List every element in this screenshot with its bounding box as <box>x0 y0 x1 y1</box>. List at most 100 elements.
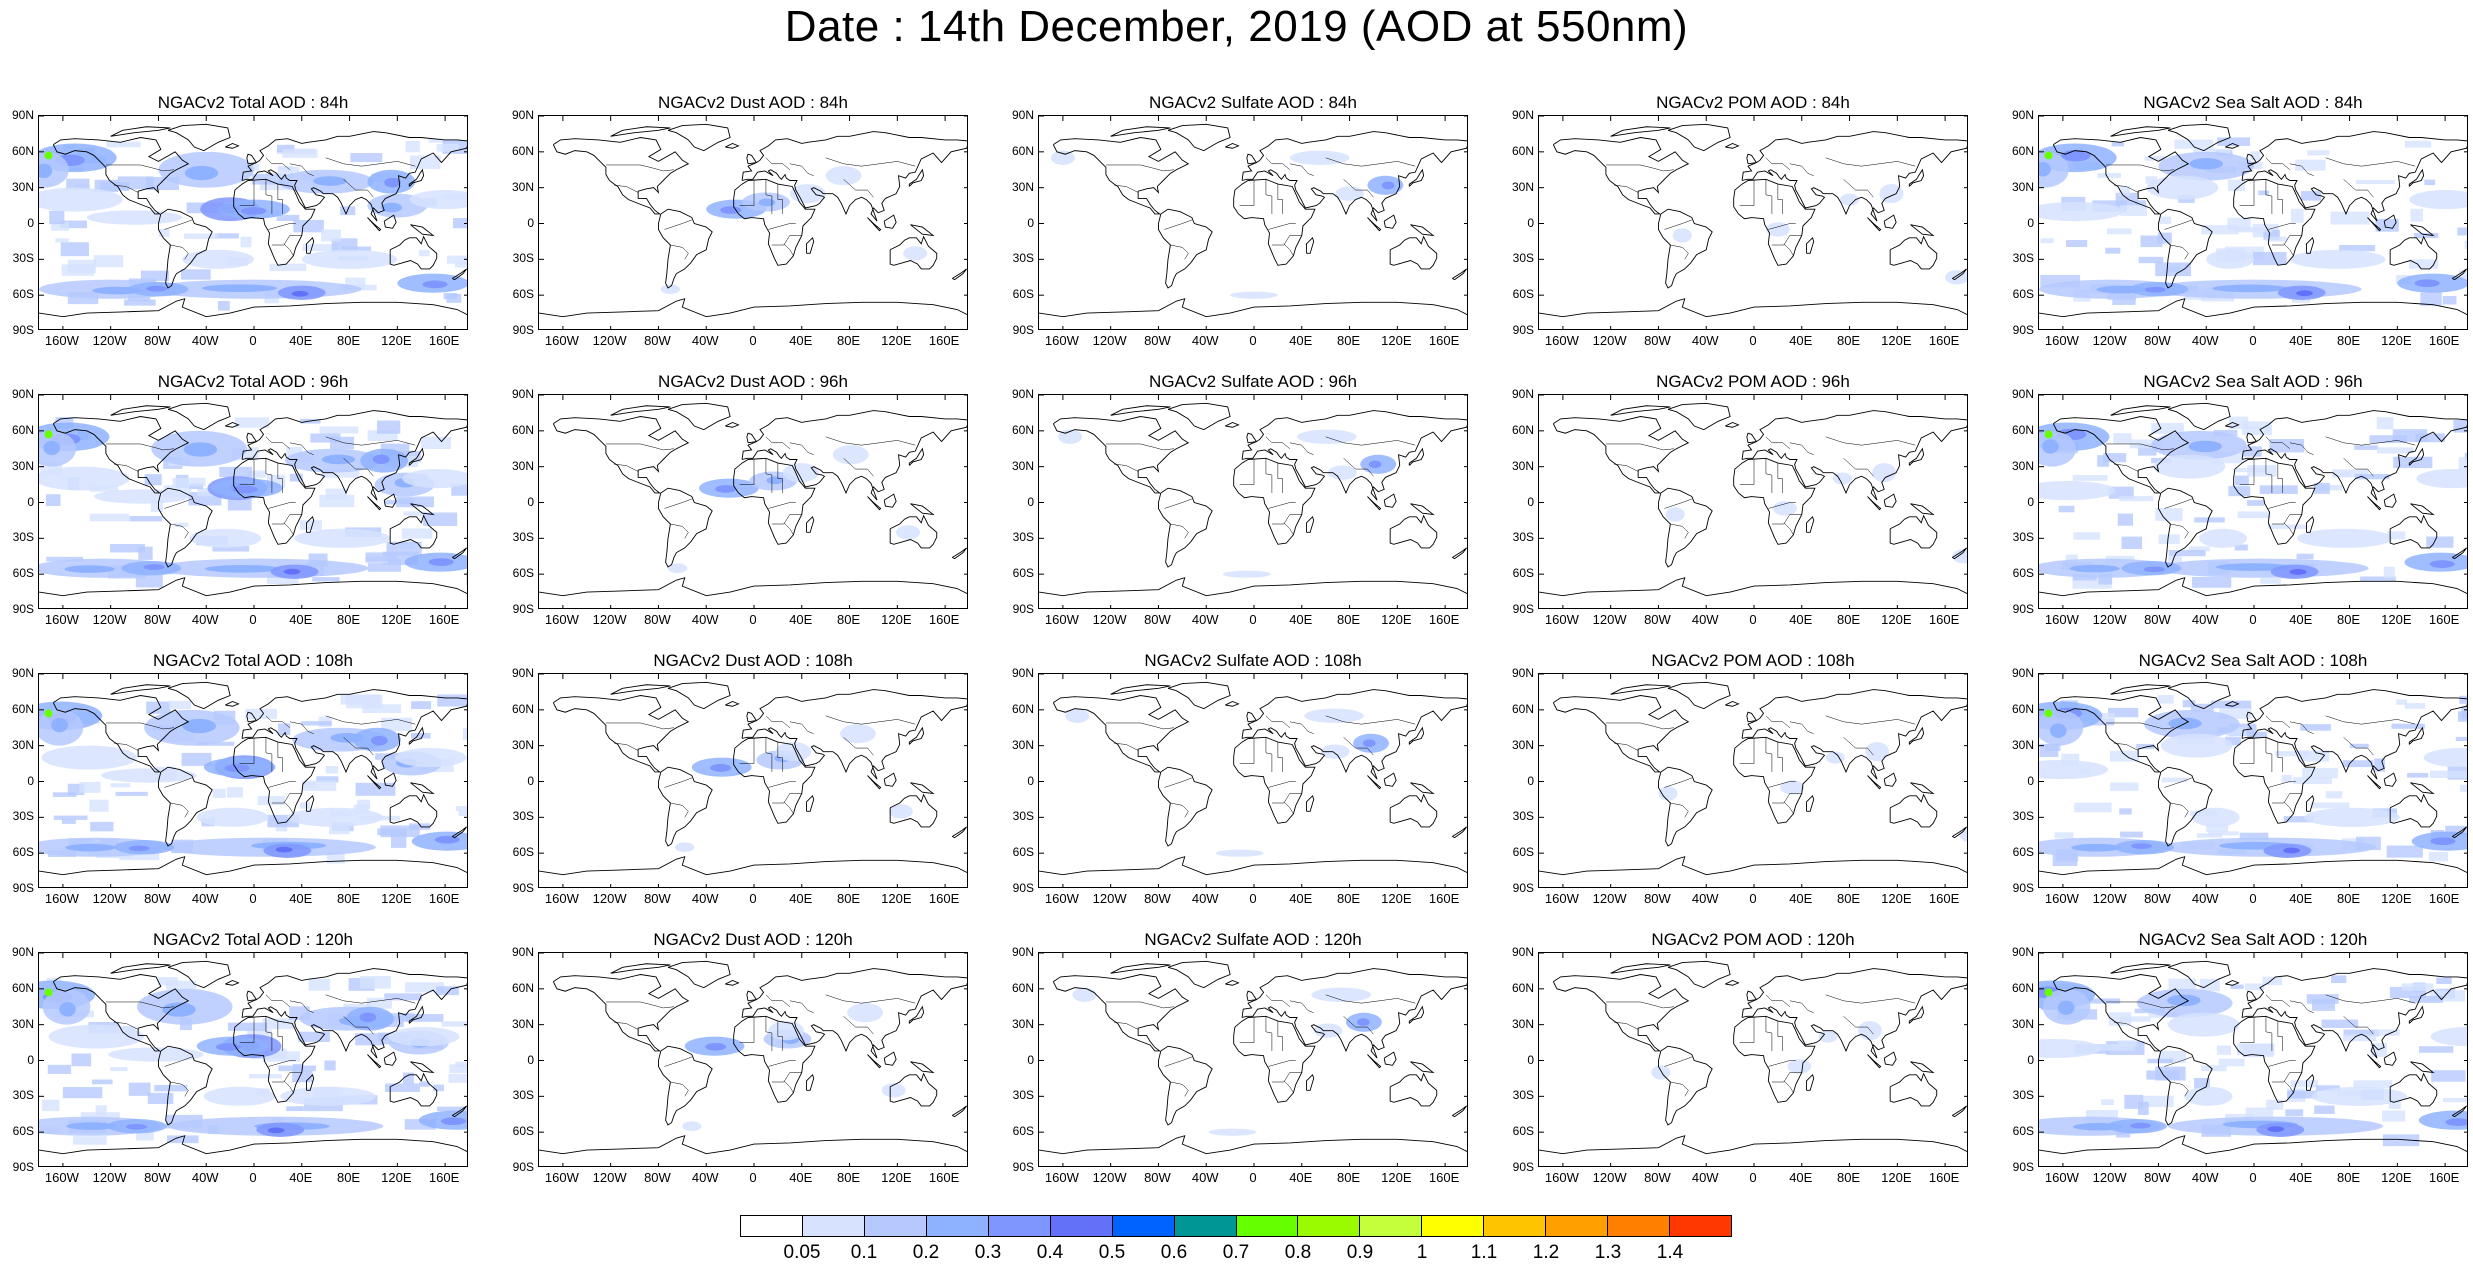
aerosol-cell <box>79 781 101 793</box>
country-border <box>843 458 874 477</box>
map-panel: NGACv2 Sea Salt AOD : 120h 90N 60N 30N 0 30S 6… <box>2002 930 2472 1200</box>
coastline <box>1610 963 1671 974</box>
aerosol-cell <box>2094 1044 2135 1051</box>
lat-tick-label: 90N <box>1511 387 1534 401</box>
country-border <box>789 1000 814 1013</box>
coastline <box>2383 493 2397 508</box>
coastline <box>52 695 190 773</box>
coastline <box>1733 736 1816 824</box>
lat-tick-label: 90N <box>511 945 534 959</box>
aerosol-cell <box>2455 736 2467 741</box>
aerosol-patch <box>1959 828 1967 842</box>
country-border <box>1670 244 1689 260</box>
map-plot-area <box>38 115 468 330</box>
aerosol-core <box>758 198 776 207</box>
lon-tick-label: 0 <box>749 1170 757 1185</box>
panel-title: NGACv2 POM AOD : 120h <box>1651 930 1855 949</box>
lon-tick-label: 40W <box>1691 1170 1719 1185</box>
aerosol-core <box>2057 1000 2075 1015</box>
aerosol-core <box>66 1122 117 1130</box>
aerosol-cell <box>2155 262 2192 277</box>
aerosol-cell <box>462 728 467 740</box>
lat-tick-label: 0 <box>2027 494 2034 509</box>
aerosol-cell <box>2459 270 2467 280</box>
lon-tick-label: 120E <box>881 333 912 348</box>
map-panel: NGACv2 POM AOD : 84h 90N 60N 30N 0 30S 60S 90S 1… <box>1502 93 1972 363</box>
aerosol-patch <box>2423 748 2467 768</box>
coastline <box>1657 208 1713 289</box>
lon-tick-label: 40E <box>2289 891 2313 906</box>
lat-tick-label: 30N <box>11 1016 34 1031</box>
colorbar-label: 0.4 <box>1036 1242 1064 1263</box>
country-border <box>2114 1022 2139 1030</box>
coastline <box>908 1005 925 1024</box>
coastline <box>1306 795 1315 812</box>
aerosol-cell <box>2117 1040 2137 1047</box>
lat-tick-label: 30S <box>512 1088 534 1103</box>
coastline <box>2039 856 2467 876</box>
aerosol-patch <box>2409 190 2467 210</box>
country-border <box>2265 737 2273 772</box>
aerosol-cell <box>2321 1019 2359 1028</box>
country-border <box>1765 458 1773 493</box>
country-border <box>1268 223 1296 230</box>
aerosol-patch <box>782 463 819 483</box>
country-border <box>664 498 692 509</box>
aerosol-cell <box>2110 750 2140 762</box>
map-canvas <box>1539 116 1967 329</box>
map-canvas <box>539 953 967 1166</box>
lat-tick-label: 0 <box>1527 1052 1534 1067</box>
country-border <box>1283 243 1294 256</box>
country-border <box>2265 994 2290 1007</box>
aerosol-core <box>2188 440 2222 453</box>
country-border <box>1325 436 1416 446</box>
lon-tick-label: 160E <box>2428 612 2460 627</box>
coastline <box>667 681 731 710</box>
country-border <box>664 777 692 788</box>
aerosol-cell <box>396 496 434 508</box>
coastline <box>1225 421 1240 428</box>
coastline <box>2410 1061 2435 1074</box>
aerosol-cell <box>247 470 266 478</box>
coastline <box>110 405 171 416</box>
country-border <box>105 1001 174 1009</box>
aerosol-cell <box>2290 1080 2319 1088</box>
country-border <box>1289 442 1314 455</box>
lat-tick-label: 30N <box>1511 458 1534 473</box>
aerosol-cell <box>2445 825 2467 835</box>
coastline <box>657 487 713 568</box>
coastline <box>908 726 925 745</box>
coastline <box>39 1135 467 1155</box>
lon-tick-label: 160W <box>44 1170 79 1185</box>
aerosol-cell <box>140 270 169 282</box>
country-border <box>783 801 794 814</box>
country-border <box>777 1021 783 1051</box>
coastline <box>1167 681 1231 710</box>
lat-tick-label: 0 <box>27 215 34 230</box>
coastline <box>2039 1135 2467 1155</box>
lon-tick-label: 40E <box>289 891 313 906</box>
coastline <box>408 168 425 187</box>
lon-tick-label: 40E <box>2289 1170 2313 1185</box>
country-border <box>114 464 139 472</box>
aerosol-core <box>267 1127 285 1134</box>
aerosol-cell <box>345 277 366 290</box>
country-border <box>1670 802 1689 818</box>
aerosol-cell <box>219 466 252 478</box>
aerosol-cell <box>385 1083 420 1092</box>
country-border <box>670 802 689 818</box>
lat-tick-label: 30S <box>12 251 34 266</box>
coastline <box>1246 711 1258 723</box>
coastline <box>110 126 171 137</box>
aerosol-core <box>2267 1126 2284 1132</box>
coastline <box>1039 298 1467 318</box>
country-border <box>2325 715 2416 725</box>
aerosol-cell <box>2225 727 2247 736</box>
country-border <box>343 1016 374 1035</box>
map-panel: NGACv2 Dust AOD : 84h 90N 60N 30N 0 30S 60S 90S… <box>502 93 972 363</box>
lon-tick-label: 160E <box>2428 1170 2460 1185</box>
country-border <box>2239 1017 2255 1043</box>
country-border <box>1771 793 1802 804</box>
lat-tick-label: 90S <box>12 881 34 895</box>
aerosol-core <box>705 1042 727 1051</box>
